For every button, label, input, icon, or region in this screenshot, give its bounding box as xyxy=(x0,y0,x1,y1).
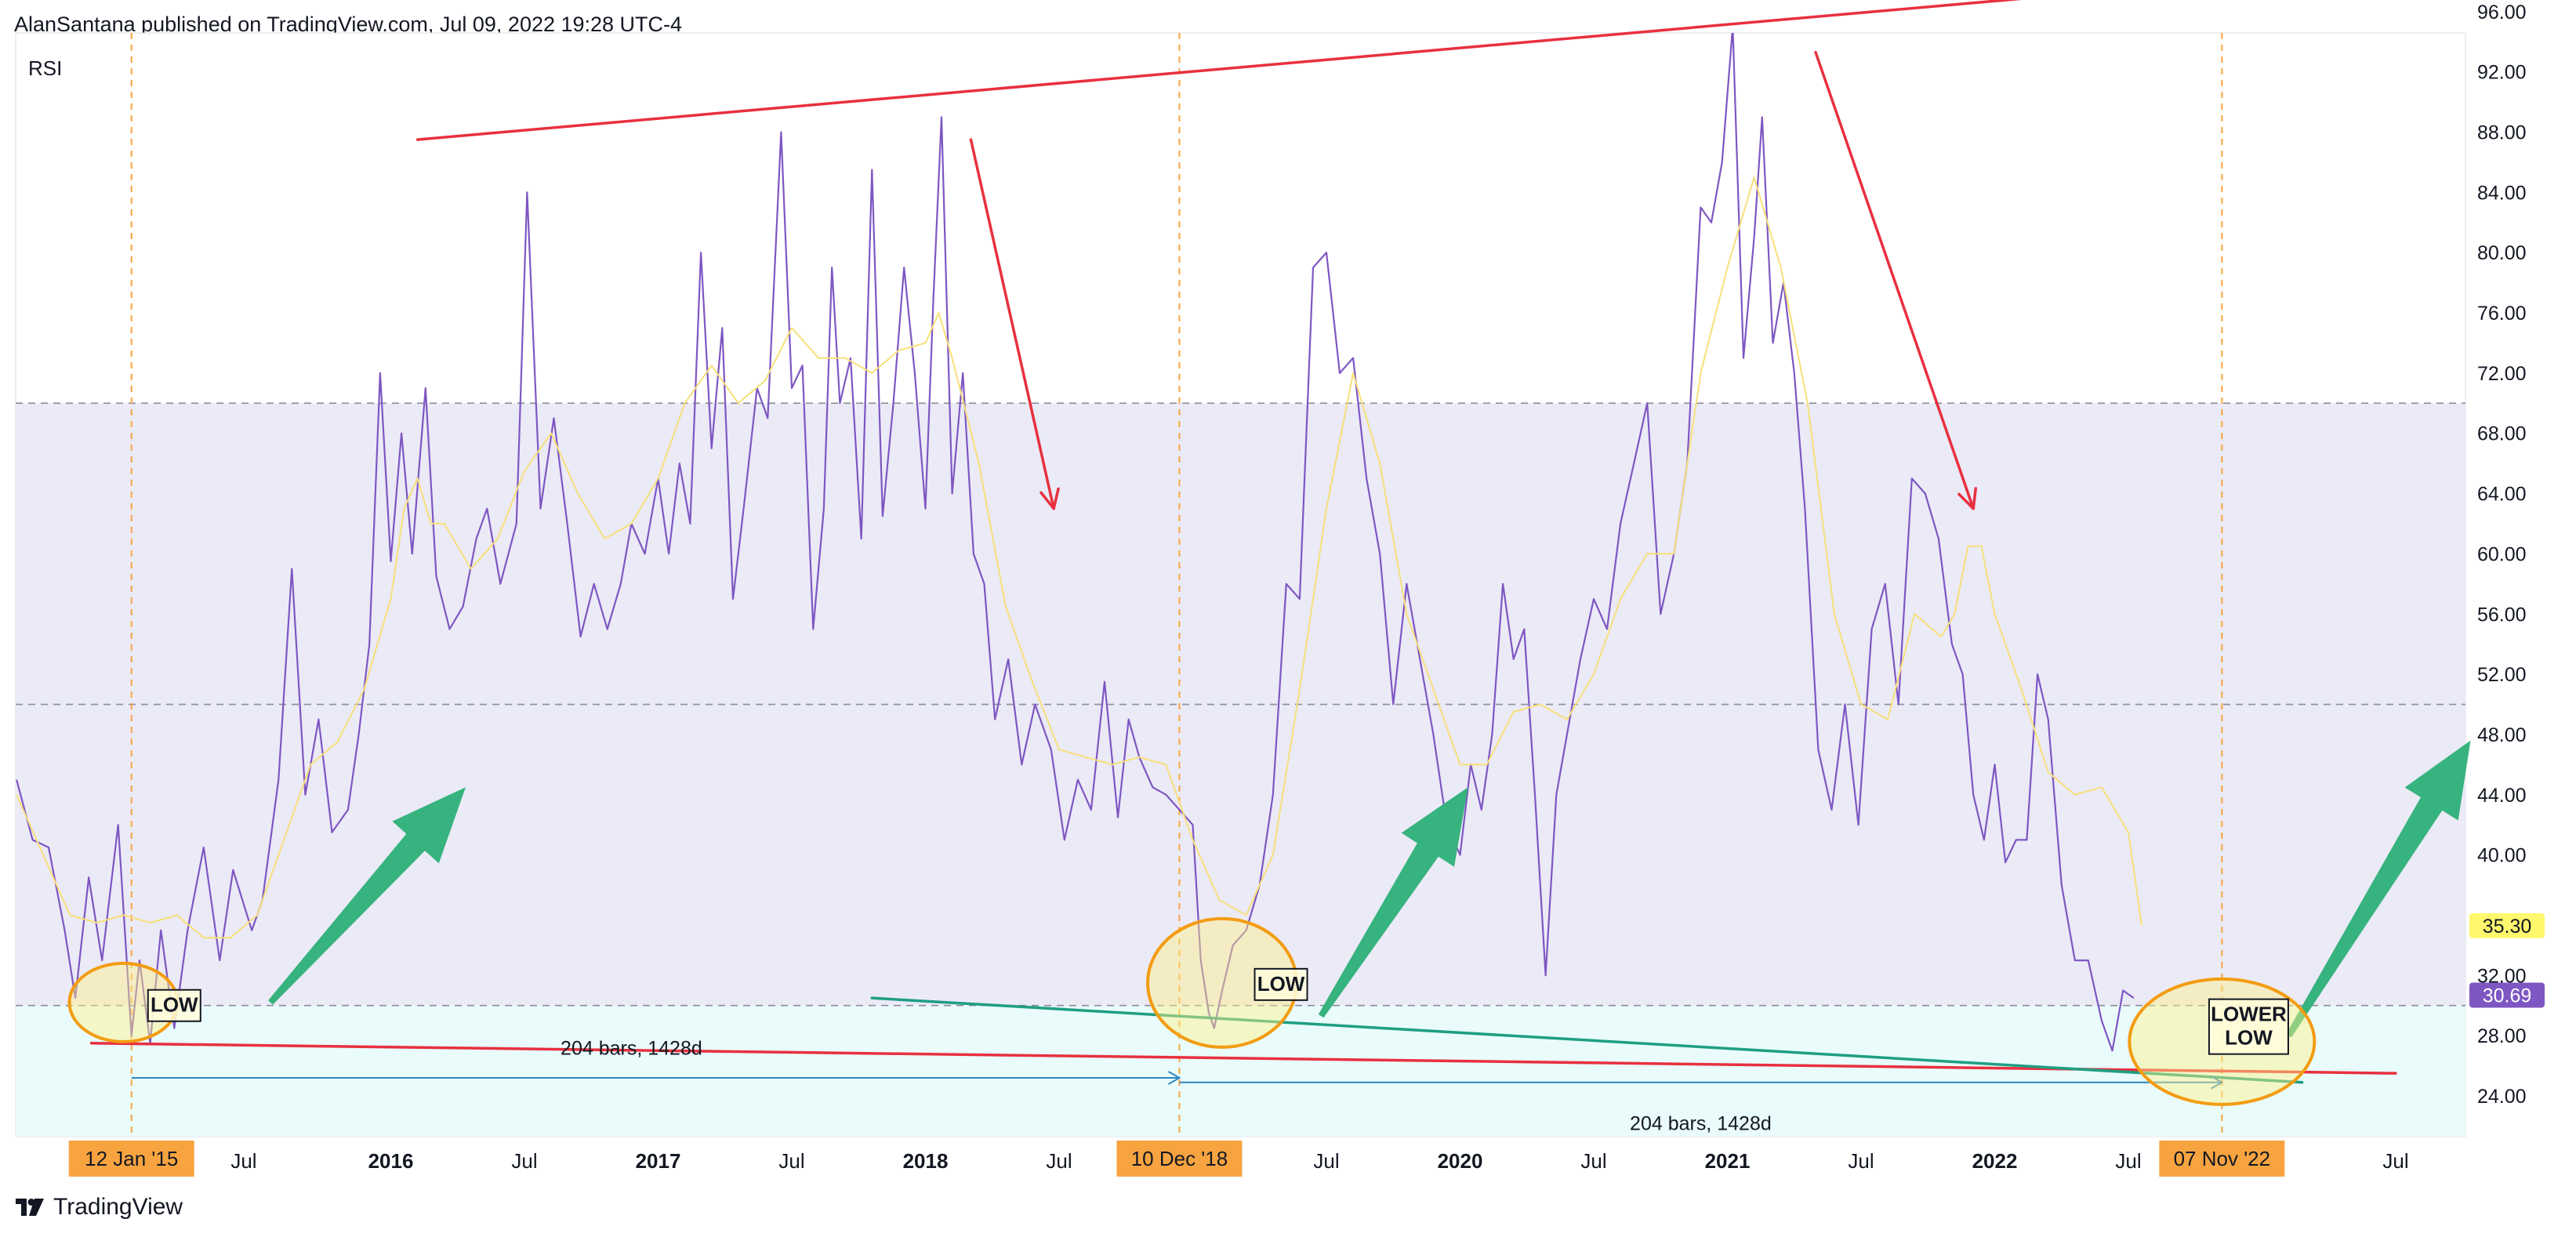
footer-brand: TradingView xyxy=(16,1194,183,1221)
y-tick-label: 24.00 xyxy=(2477,1086,2527,1108)
price-label-bg-rsi xyxy=(2469,982,2545,1008)
x-tick-label: Jul xyxy=(1848,1149,1874,1173)
y-tick-label: 40.00 xyxy=(2477,845,2527,867)
x-tick-label: 2017 xyxy=(636,1149,681,1173)
y-tick-label: 80.00 xyxy=(2477,242,2527,264)
y-tick-label: 72.00 xyxy=(2477,363,2527,385)
x-tick-label: 2020 xyxy=(1438,1149,1483,1173)
date-range-label-1: 204 bars, 1428d xyxy=(1630,1113,1772,1135)
x-tick-label: Jul xyxy=(2115,1149,2141,1173)
price-label-bg-ma xyxy=(2469,912,2545,938)
date-label-bg-1 xyxy=(1116,1141,1243,1177)
price-label-rsi: 30.69 xyxy=(2483,985,2532,1007)
up-arrow-0[interactable] xyxy=(268,787,466,1005)
up-arrow-2[interactable] xyxy=(2286,740,2471,1038)
y-tick-label: 84.00 xyxy=(2477,182,2527,204)
tradingview-logo-icon xyxy=(16,1199,44,1216)
resistance-line[interactable] xyxy=(415,0,2302,141)
x-tick-label: Jul xyxy=(1313,1149,1339,1173)
date-vlines xyxy=(130,33,2223,1137)
date-label-2: 07 Nov '22 xyxy=(2174,1147,2271,1170)
y-tick-label: 48.00 xyxy=(2477,724,2527,746)
down-arrowhead-1 xyxy=(1957,487,1978,510)
y-tick-label: 68.00 xyxy=(2477,423,2527,445)
rsi-ma-line xyxy=(16,176,2142,939)
low-label-text-1-0: LOW xyxy=(1257,972,1305,996)
y-tick-label: 76.00 xyxy=(2477,303,2527,325)
support-line-red[interactable] xyxy=(89,1042,2397,1075)
x-tick-label: Jul xyxy=(2382,1149,2408,1173)
price-label-ma: 35.30 xyxy=(2483,916,2532,938)
down-arrow-1[interactable] xyxy=(1814,50,1975,510)
series-group xyxy=(16,33,2142,1052)
y-tick-label: 96.00 xyxy=(2477,2,2527,24)
x-tick-label: Jul xyxy=(511,1149,537,1173)
brand-name: TradingView xyxy=(53,1194,183,1220)
date-range-arrowhead-1 xyxy=(2210,1075,2224,1090)
date-label-1: 10 Dec '18 xyxy=(1131,1147,1228,1170)
x-tick-label: Jul xyxy=(1046,1149,1072,1173)
x-tick-label: Jul xyxy=(230,1149,256,1173)
rsi-bands xyxy=(16,402,2465,1137)
date-label-bg-0 xyxy=(68,1141,194,1177)
low-label-text-2-1: LOW xyxy=(2225,1026,2273,1050)
y-tick-label: 92.00 xyxy=(2477,62,2527,84)
y-tick-label: 56.00 xyxy=(2477,604,2527,626)
x-tick-label: Jul xyxy=(778,1149,804,1173)
x-tick-label: 2021 xyxy=(1705,1149,1751,1173)
y-tick-label: 60.00 xyxy=(2477,543,2527,565)
x-tick-label: 2016 xyxy=(368,1149,414,1173)
date-label-bg-2 xyxy=(2159,1141,2285,1177)
y-tick-label: 64.00 xyxy=(2477,484,2527,506)
low-label-box-1 xyxy=(1254,967,1308,1001)
support-line-green[interactable] xyxy=(870,996,2304,1084)
rsi-line xyxy=(16,33,2135,1052)
down-arrowhead-0 xyxy=(1039,487,1060,510)
x-tick-label: 2022 xyxy=(1972,1149,2018,1173)
y-tick-label: 88.00 xyxy=(2477,122,2527,144)
drawings-group: 204 bars, 1428d 204 bars, 1428d xyxy=(89,0,2471,1135)
oversold-zone-fill xyxy=(16,1005,2465,1137)
low-label-box-2 xyxy=(2208,998,2289,1055)
low-label-box-0 xyxy=(147,989,201,1022)
down-arrow-0[interactable] xyxy=(969,138,1055,510)
publisher-caption: AlanSantana published on TradingView.com… xyxy=(14,13,683,36)
axes-group: 100.0096.0092.0088.0084.0080.0076.0072.0… xyxy=(68,2,2545,1177)
up-arrow-1[interactable] xyxy=(1318,787,1468,1018)
date-range-arrowhead-0 xyxy=(1167,1071,1181,1085)
date-range-label-0: 204 bars, 1428d xyxy=(561,1038,702,1060)
y-tick-label: 28.00 xyxy=(2477,1025,2527,1047)
low-label-text-2-0: LOWER xyxy=(2211,1003,2287,1026)
x-tick-label: 2018 xyxy=(903,1149,949,1173)
y-tick-label: 44.00 xyxy=(2477,785,2527,807)
indicator-title: RSI xyxy=(28,56,62,80)
low-label-text-0-0: LOW xyxy=(151,993,198,1017)
x-tick-label: Jul xyxy=(1580,1149,1606,1173)
date-label-0: 12 Jan '15 xyxy=(85,1147,178,1170)
y-tick-label: 52.00 xyxy=(2477,664,2527,686)
